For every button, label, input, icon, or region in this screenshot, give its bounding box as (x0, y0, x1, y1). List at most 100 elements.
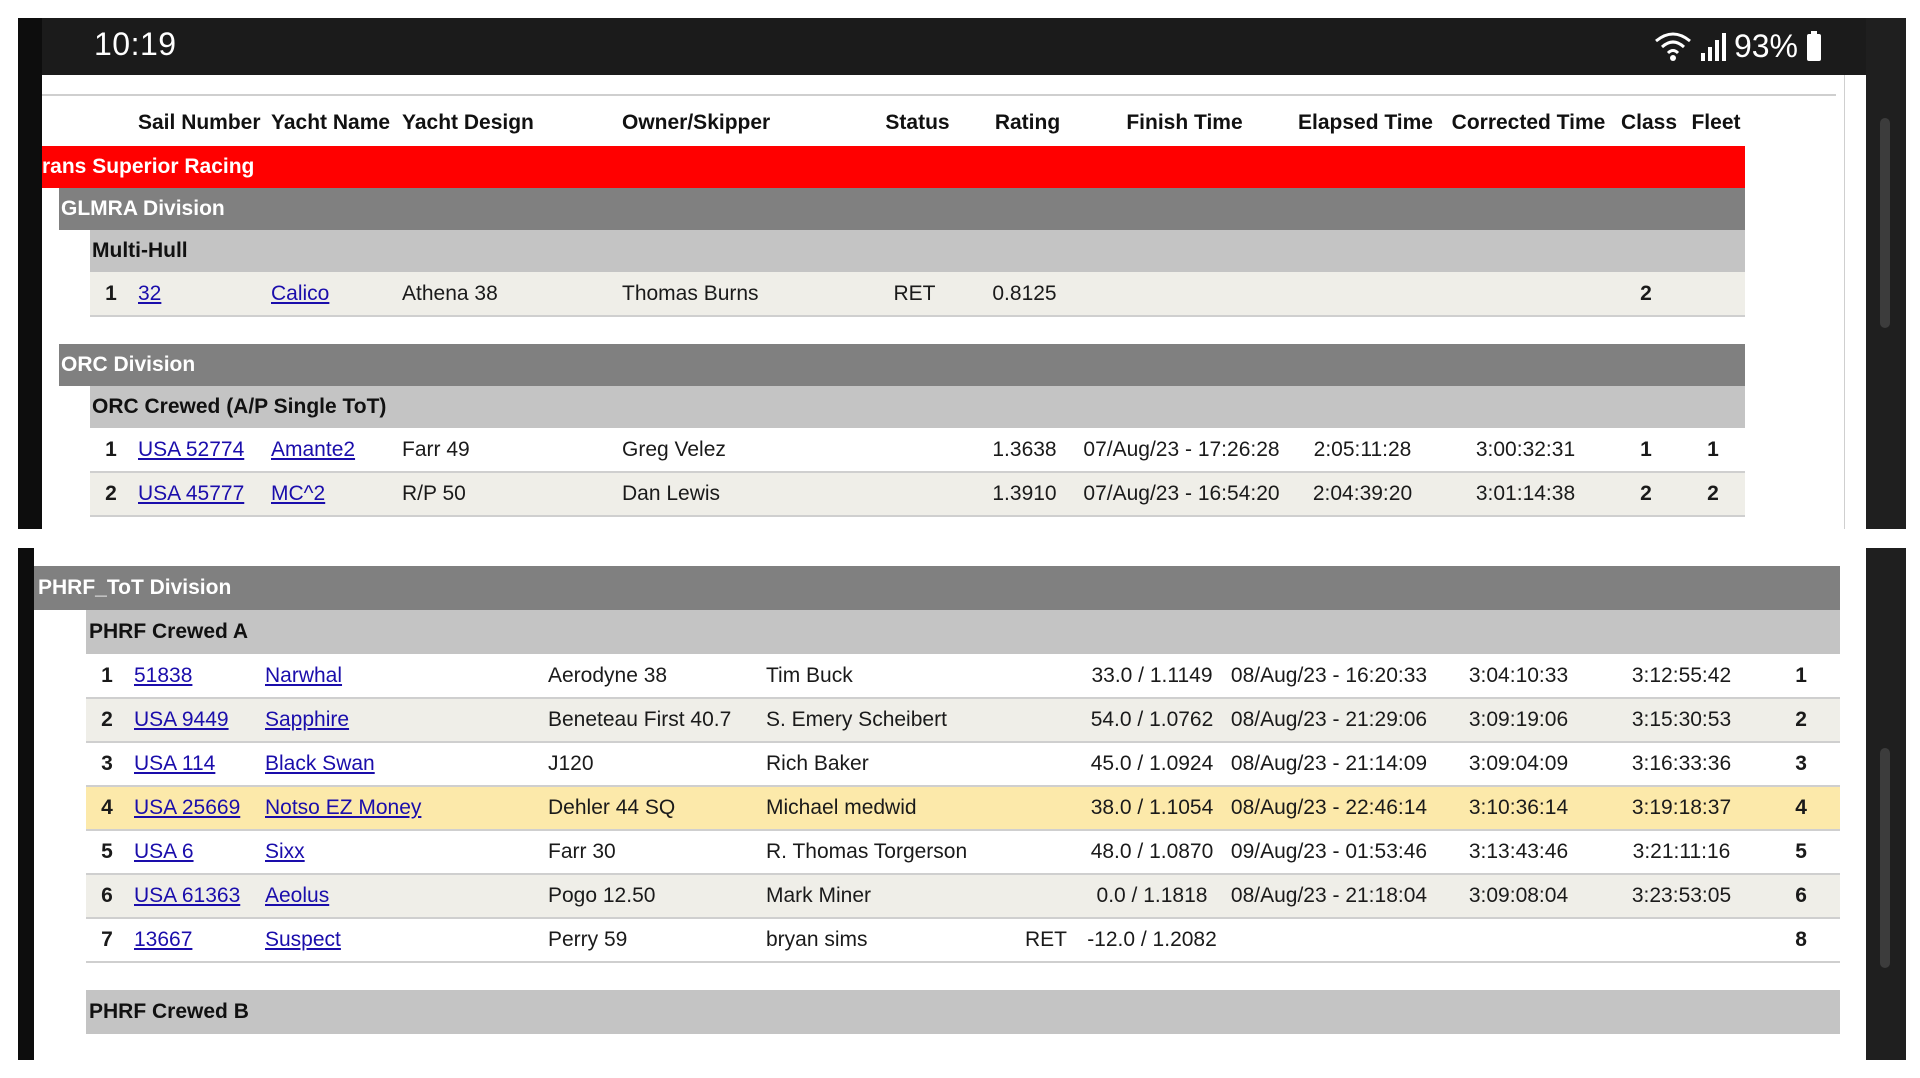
corrected-time: 3:16:33:36 (1601, 742, 1762, 787)
table-row: 2 USA 9449 Sapphire Beneteau First 40.7 … (18, 698, 1866, 743)
status-time: 10:19 (94, 26, 177, 62)
finish-time: 08/Aug/23 - 21:29:06 (1222, 698, 1436, 743)
position: 3 (86, 742, 128, 787)
status: RET (1010, 918, 1082, 963)
owner-skipper: Rich Baker (760, 742, 1010, 787)
sail-number-link[interactable]: USA 114 (134, 752, 216, 775)
table-row: 5 USA 6 Sixx Farr 30 R. Thomas Torgerson… (18, 830, 1866, 875)
sail-number-link[interactable]: 32 (138, 281, 162, 305)
yacht-design: Perry 59 (542, 918, 760, 963)
sail-number-link[interactable]: 13667 (134, 928, 193, 951)
sail-number-link[interactable]: USA 52774 (138, 437, 245, 461)
sail-number-link[interactable]: USA 9449 (134, 708, 229, 731)
col-elapsed-time[interactable]: Elapsed Time (1297, 111, 1433, 134)
rating: 33.0 / 1.1149 (1082, 654, 1222, 699)
col-corrected-time[interactable]: Corrected Time (1451, 111, 1606, 134)
col-status[interactable]: Status (885, 111, 950, 134)
owner-skipper: bryan sims (760, 918, 1010, 963)
division-row: ORC Division (18, 344, 1836, 386)
yacht-name-link[interactable]: Narwhal (265, 663, 343, 687)
elapsed-time (1436, 918, 1601, 963)
yacht-design: Dehler 44 SQ (542, 786, 760, 831)
owner-skipper: R. Thomas Torgerson (760, 830, 1010, 875)
class-place: 2 (1762, 698, 1841, 743)
top-divider (42, 94, 1836, 96)
yacht-name-link[interactable]: Black Swan (265, 752, 375, 775)
col-yacht-design[interactable]: Yacht Design (402, 111, 534, 134)
class-place: 6 (1762, 874, 1841, 919)
sail-number-link[interactable]: 51838 (134, 663, 193, 687)
class-place: 5 (1762, 830, 1841, 875)
col-yacht-name[interactable]: Yacht Name (271, 111, 391, 134)
position: 6 (86, 874, 128, 919)
sail-number-link[interactable]: USA 45777 (138, 482, 245, 505)
sail-number-link[interactable]: USA 25669 (134, 796, 241, 819)
owner-skipper: Greg Velez (616, 428, 858, 473)
screenshot-bottom: PHRF_ToT Division PHRF Crewed A 1 51838 … (18, 548, 1906, 1060)
elapsed-time: 2:05:11:28 (1285, 428, 1440, 473)
table-row: 7 13667 Suspect Perry 59 bryan sims RET … (18, 918, 1866, 963)
col-owner-skipper[interactable]: Owner/Skipper (622, 111, 771, 134)
elapsed-time: 3:09:04:09 (1436, 742, 1601, 787)
col-rating[interactable]: Rating (994, 111, 1061, 134)
rating: 54.0 / 1.0762 (1082, 698, 1222, 743)
left-bezel (18, 18, 42, 529)
class-title: PHRF Crewed B (86, 990, 1841, 1034)
fleet-place: 2 (1681, 472, 1745, 517)
status-bar: 10:19 93% (42, 18, 1866, 75)
division-title: PHRF_ToT Division (34, 566, 1841, 610)
corrected-time: 3:00:32:31 (1440, 428, 1611, 473)
rating: 1.3910 (971, 472, 1078, 517)
division-title: ORC Division (59, 344, 1745, 386)
sail-number-link[interactable]: USA 61363 (134, 884, 241, 907)
yacht-design: Athena 38 (396, 272, 616, 317)
finish-time (1222, 918, 1436, 963)
corrected-time: 3:01:14:38 (1440, 472, 1611, 517)
class-place: 8 (1762, 918, 1841, 963)
table-row-highlighted: 4 USA 25669 Notso EZ Money Dehler 44 SQ … (18, 786, 1866, 831)
table-row: 6 USA 61363 Aeolus Pogo 12.50 Mark Miner… (18, 874, 1866, 919)
rating: 45.0 / 1.0924 (1082, 742, 1222, 787)
elapsed-time: 3:09:19:06 (1436, 698, 1601, 743)
col-class[interactable]: Class (1620, 111, 1678, 134)
division-row: GLMRA Division (18, 188, 1836, 230)
yacht-design: Aerodyne 38 (542, 654, 760, 699)
division-row: PHRF_ToT Division (18, 566, 1866, 610)
corrected-time: 3:15:30:53 (1601, 698, 1762, 743)
col-sail-number[interactable]: Sail Number (138, 111, 261, 134)
yacht-name-link[interactable]: MC^2 (271, 482, 326, 505)
corrected-time (1601, 918, 1762, 963)
yacht-name-link[interactable]: Sapphire (265, 708, 350, 731)
corrected-time: 3:12:55:42 (1601, 654, 1762, 699)
class-row: PHRF Crewed B (18, 990, 1866, 1034)
scrollbar-thumb[interactable] (1880, 748, 1890, 968)
status-icons: 93% (1654, 26, 1822, 66)
finish-time: 08/Aug/23 - 22:46:14 (1222, 786, 1436, 831)
results-table-bottom: PHRF_ToT Division PHRF Crewed A 1 51838 … (18, 566, 1866, 1034)
rating: 48.0 / 1.0870 (1082, 830, 1222, 875)
yacht-design: R/P 50 (396, 472, 616, 517)
yacht-name-link[interactable]: Amante2 (271, 437, 356, 461)
elapsed-time: 3:09:08:04 (1436, 874, 1601, 919)
yacht-name-link[interactable]: Aeolus (265, 884, 330, 907)
position: 1 (86, 654, 128, 699)
status (1010, 698, 1082, 743)
yacht-name-link[interactable]: Notso EZ Money (265, 796, 422, 819)
class-title: PHRF Crewed A (86, 610, 1841, 654)
left-bezel (18, 548, 34, 1060)
yacht-name-link[interactable]: Sixx (265, 840, 305, 863)
elapsed-time: 3:10:36:14 (1436, 786, 1601, 831)
owner-skipper: Dan Lewis (616, 472, 858, 517)
col-fleet[interactable]: Fleet (1691, 111, 1741, 134)
finish-time: 09/Aug/23 - 01:53:46 (1222, 830, 1436, 875)
position: 5 (86, 830, 128, 875)
yacht-name-link[interactable]: Suspect (265, 928, 341, 951)
scrollbar-thumb[interactable] (1880, 118, 1890, 328)
elapsed-time: 3:04:10:33 (1436, 654, 1601, 699)
yacht-name-link[interactable]: Calico (271, 281, 330, 305)
column-header-row: Sail Number Yacht Name Yacht Design Owne… (18, 100, 1836, 146)
sail-number-link[interactable]: USA 6 (134, 840, 194, 863)
rating: 0.8125 (971, 272, 1078, 317)
signal-icon (1700, 33, 1726, 61)
col-finish-time[interactable]: Finish Time (1126, 111, 1243, 134)
